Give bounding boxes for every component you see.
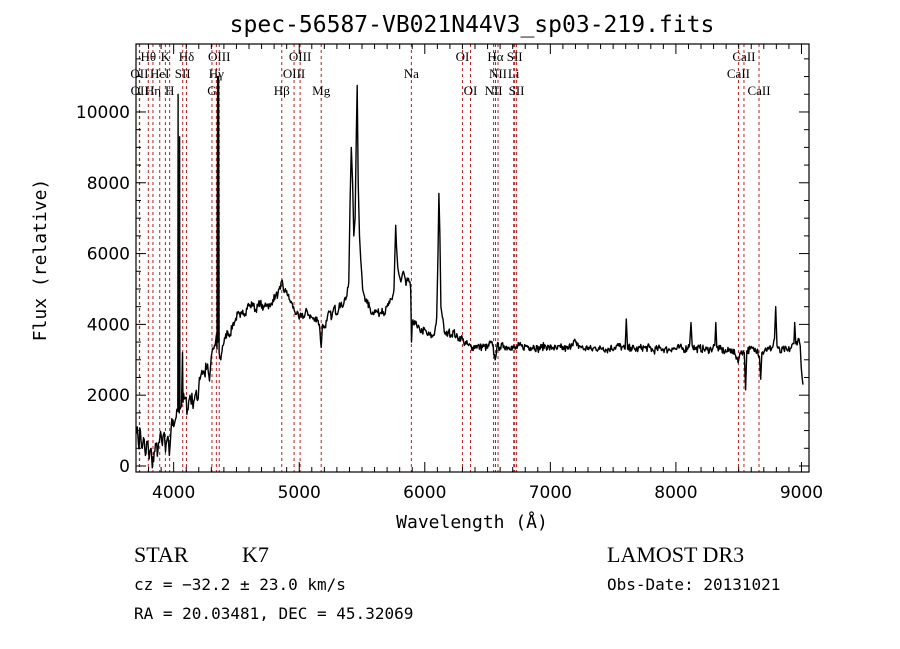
- spectral-line-label: OIII: [289, 49, 311, 64]
- x-tick-label: 5000: [278, 483, 321, 503]
- redshift-cz: cz = −32.2 ± 23.0 km/s: [134, 575, 346, 594]
- y-tick-label: 8000: [87, 174, 130, 194]
- y-tick-label: 0: [119, 457, 130, 477]
- spectral-line-label: G: [207, 83, 216, 98]
- spectral-line-label: Na: [404, 66, 419, 81]
- spectral-line-label: NII: [489, 66, 507, 81]
- plot-frame: [135, 43, 810, 473]
- x-tick-label: 7000: [529, 483, 572, 503]
- spectral-line-label: CaII: [747, 83, 770, 98]
- y-tick-label: 10000: [76, 103, 130, 123]
- axis-ticks: 4000 5000 6000 7000 8000 9000 0 2000 4000 6000 800…: [76, 44, 823, 503]
- survey-name: LAMOST DR3: [607, 542, 744, 567]
- spectral-line-label: OII: [131, 83, 149, 98]
- x-tick-label: 6000: [403, 483, 446, 503]
- spectral-line-label: Li: [508, 66, 520, 81]
- spectral-line-label: Hα: [487, 49, 503, 64]
- object-class: STAR: [134, 542, 189, 567]
- object-subclass: K7: [242, 542, 269, 567]
- spectral-line-label: K: [161, 49, 171, 64]
- spectral-line-label: Hη: [145, 83, 161, 98]
- obs-date: Obs-Date: 20131021: [607, 575, 780, 594]
- x-tick-label: 8000: [654, 483, 697, 503]
- spectral-line-label: OII: [130, 66, 148, 81]
- spectral-line-label: CaII: [732, 49, 755, 64]
- spectral-line-label: H: [165, 83, 174, 98]
- spectral-line-label: OI: [456, 49, 470, 64]
- y-tick-label: 4000: [87, 315, 130, 335]
- chart-title: spec-56587-VB021N44V3_sp03-219.fits: [230, 12, 715, 38]
- spectral-line-label: OIII: [208, 49, 230, 64]
- spectral-line-markers: [138, 44, 760, 472]
- coordinates: RA = 20.03481, DEC = 45.32069: [134, 604, 413, 623]
- x-axis-label: Wavelength (Å): [396, 511, 548, 533]
- spectrum-line: [136, 75, 804, 469]
- spectral-line-label: OIII: [283, 66, 305, 81]
- spectral-line-label: SII: [509, 83, 525, 98]
- spectral-line-label: HeI: [150, 66, 170, 81]
- spectral-line-label: SII: [175, 66, 191, 81]
- spectral-line-label: Hδ: [179, 49, 195, 64]
- spectral-line-labels: Hθ K Hδ OIII OIII OI Hα SII CaII OII HeI SII Hγ OIII N…: [130, 49, 770, 98]
- spectral-line-label: NII: [485, 83, 503, 98]
- y-axis-label: Flux (relative): [30, 179, 51, 342]
- spectrum-series: [136, 75, 804, 469]
- spectral-line-label: Hθ: [140, 49, 156, 64]
- spectral-line-label: Hγ: [209, 66, 224, 81]
- spectral-line-label: Hβ: [274, 83, 290, 98]
- y-tick-label: 6000: [87, 245, 130, 265]
- spectral-line-label: Mg: [312, 83, 331, 98]
- x-tick-label: 4000: [152, 483, 195, 503]
- spectral-line-label: CaII: [727, 66, 750, 81]
- spectral-line-label: SII: [507, 49, 523, 64]
- y-tick-label: 2000: [87, 386, 130, 406]
- spectral-line-label: OI: [464, 83, 478, 98]
- x-tick-label: 9000: [780, 483, 823, 503]
